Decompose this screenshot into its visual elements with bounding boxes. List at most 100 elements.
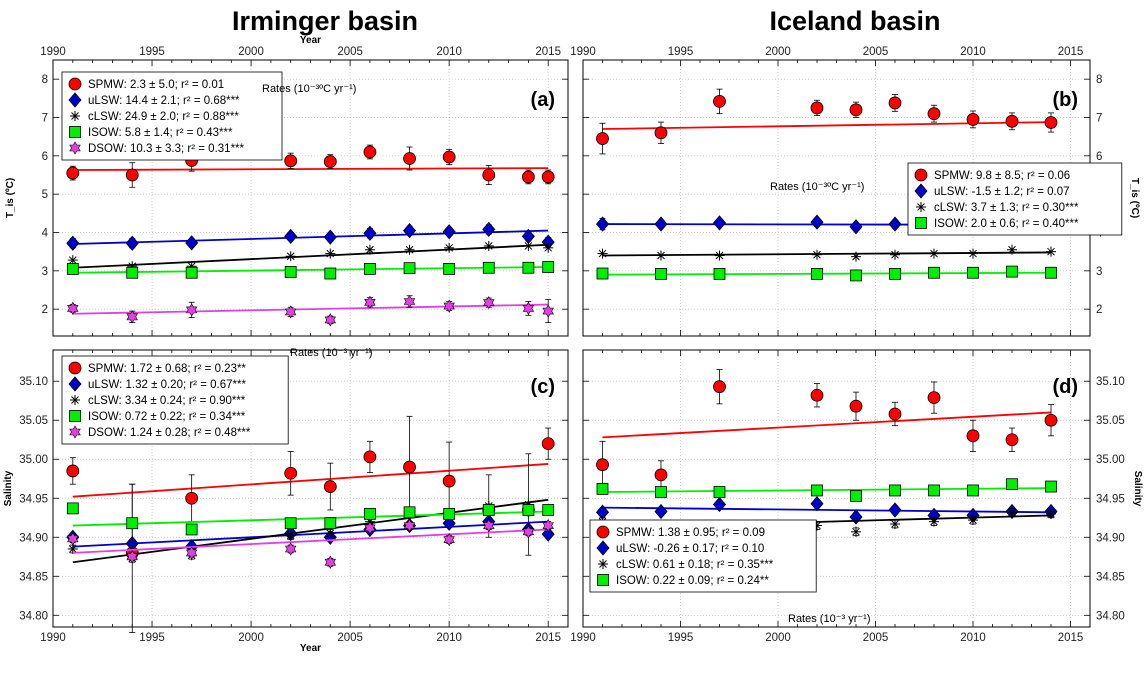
- data-point: [125, 235, 139, 251]
- panel-d: 1990 1995 2000 2005 2010 2015 34.80 34.85 34.90 3…: [570, 349, 1143, 644]
- y-tick-label: 35.10: [19, 376, 48, 388]
- marker-star-stroke: [544, 243, 553, 252]
- marker-star-stroke: [1008, 508, 1016, 517]
- marker-diamond: [596, 540, 610, 556]
- marker-square: [284, 517, 297, 530]
- x-tick-label: 2005: [863, 632, 889, 644]
- marker-circle: [888, 407, 902, 421]
- data-point: [403, 262, 416, 275]
- marker-square: [185, 523, 198, 536]
- data-point: [324, 313, 337, 327]
- legend-marker: [68, 77, 82, 91]
- marker-diamond: [323, 229, 337, 245]
- data-point: [849, 103, 863, 117]
- data-point: [185, 491, 199, 505]
- marker-hexstar: [69, 425, 81, 439]
- marker-star-stroke: [326, 249, 335, 258]
- marker-diamond: [125, 235, 139, 251]
- marker-star-stroke: [405, 245, 414, 254]
- marker-circle: [125, 168, 139, 182]
- legend-entry: SPMW: 9.8 ± 8.5; r² = 0.06: [934, 170, 1070, 182]
- marker-square: [542, 504, 555, 516]
- marker-star-stroke: [71, 112, 79, 120]
- data-point: [712, 496, 727, 513]
- marker-star-stroke: [599, 560, 607, 568]
- data-point: [482, 261, 495, 274]
- marker-star-stroke: [813, 250, 821, 259]
- marker-hexstar: [483, 519, 495, 533]
- data-point: [810, 101, 824, 115]
- marker-star-stroke: [286, 531, 295, 540]
- x-tick-label: 2010: [960, 632, 986, 644]
- data-point: [713, 486, 726, 498]
- data-point: [656, 250, 666, 261]
- legend-box: [907, 162, 1123, 236]
- marker-hexstar: [126, 550, 138, 564]
- trend-line: [72, 463, 549, 498]
- marker-hexstar: [126, 310, 138, 324]
- data-point: [284, 228, 298, 244]
- y-tick-label: 3: [1096, 266, 1102, 278]
- marker-square: [889, 484, 901, 497]
- data-point: [714, 250, 725, 261]
- marker-square: [655, 267, 667, 280]
- legend-entry: uLSW: -1.5 ± 1.2; r² = 0.07: [934, 186, 1070, 198]
- title-irminger: Irminger basin: [232, 6, 418, 36]
- y-tick-label: 35.00: [1096, 454, 1125, 466]
- data-point: [596, 267, 609, 280]
- marker-circle: [914, 168, 928, 182]
- marker-hexstar: [403, 519, 416, 533]
- panel-label: (c): [531, 376, 555, 398]
- legend-marker: [916, 202, 926, 212]
- marker-star-stroke: [598, 249, 607, 258]
- marker-hexstar: [67, 301, 79, 315]
- marker-circle: [323, 480, 337, 493]
- marker-star-stroke: [71, 396, 79, 404]
- data-point: [1005, 433, 1019, 447]
- trend-line: [602, 251, 1052, 257]
- data-point: [67, 301, 79, 315]
- data-point: [888, 502, 902, 518]
- marker-star-stroke: [657, 251, 665, 260]
- data-point: [363, 450, 377, 464]
- marker-diamond: [888, 502, 902, 518]
- data-point: [483, 240, 494, 251]
- series-ISOW: [596, 478, 1057, 502]
- panel-label: (b): [1052, 89, 1078, 111]
- data-point: [442, 224, 456, 240]
- marker-circle: [849, 103, 863, 117]
- data-point: [966, 113, 980, 126]
- y-tick-label: 8: [42, 74, 48, 86]
- data-point: [442, 150, 456, 164]
- data-point: [541, 437, 555, 451]
- data-point: [364, 244, 375, 255]
- marker-circle: [1005, 433, 1019, 447]
- x-tick-label: 2010: [436, 632, 462, 644]
- data-point: [482, 504, 495, 516]
- legend-marker: [69, 425, 81, 439]
- data-point: [323, 480, 337, 493]
- marker-square: [69, 126, 81, 138]
- marker-star-stroke: [917, 203, 925, 211]
- data-point: [812, 249, 822, 260]
- data-point: [888, 407, 902, 421]
- marker-hexstar: [522, 301, 535, 315]
- data-point: [285, 251, 296, 262]
- marker-square: [522, 261, 535, 274]
- marker-circle: [482, 168, 496, 182]
- x-tick-label: 2005: [337, 632, 363, 644]
- marker-diamond: [712, 215, 727, 231]
- legend-box: [589, 519, 817, 593]
- data-point: [364, 521, 376, 535]
- data-point: [126, 550, 138, 564]
- marker-star-stroke: [715, 251, 724, 260]
- data-point: [323, 155, 337, 168]
- data-point: [403, 294, 416, 309]
- data-point: [443, 263, 456, 275]
- data-point: [850, 490, 862, 502]
- marker-hexstar: [185, 303, 198, 317]
- marker-diamond: [403, 222, 417, 239]
- marker-circle: [403, 460, 416, 474]
- marker-square: [928, 266, 940, 279]
- legend-marker: [597, 574, 609, 586]
